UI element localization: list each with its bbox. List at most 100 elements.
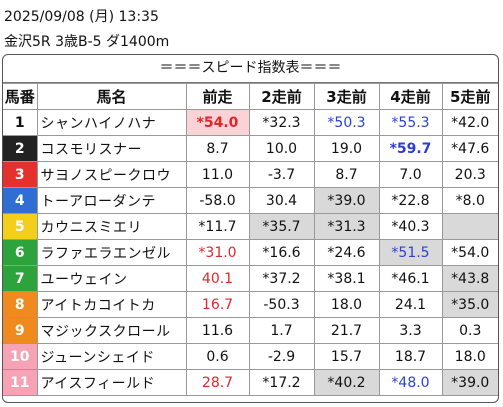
speed-index: *11.7 bbox=[185, 213, 250, 240]
speed-index: -3.7 bbox=[248, 161, 315, 188]
horse-number: 3 bbox=[3, 161, 38, 188]
table-row: 6 ラファエラエンゼル *31.0 *16.6 *24.6 *51.5 *54.0 bbox=[3, 239, 498, 266]
speed-index: *22.8 bbox=[378, 187, 443, 214]
column-header: 馬名 bbox=[36, 83, 187, 110]
horse-name: アイトカコイトカ bbox=[36, 291, 187, 318]
speed-index: *24.6 bbox=[313, 239, 380, 266]
table-row: 11 アイスフィールド 28.7 *17.2 *40.2 *48.0 *39.0 bbox=[3, 369, 498, 396]
speed-index: 30.4 bbox=[248, 187, 315, 214]
horse-number: 5 bbox=[3, 213, 38, 240]
table-row: 3 サヨノスピークロウ 11.0 -3.7 8.7 7.0 20.3 bbox=[3, 161, 498, 188]
table-row: 4 トーアローダンテ -58.0 30.4 *39.0 *22.8 *8.0 bbox=[3, 187, 498, 214]
speed-index: 8.7 bbox=[185, 135, 250, 162]
race-info: 金沢5R 3歳B-5 ダ1400m bbox=[4, 34, 170, 50]
speed-index: *16.6 bbox=[248, 239, 315, 266]
table-row: 9 マジックスクロール 11.6 1.7 21.7 3.3 0.3 bbox=[3, 317, 498, 344]
speed-table: 馬番 馬名 前走 2走前 3走前 4走前 5走前 1 シャンハイノハナ *54.0 *32.3 *5… bbox=[3, 83, 498, 396]
speed-index: 16.7 bbox=[185, 291, 250, 318]
table-title: ＝＝＝スピード指数表＝＝＝ bbox=[3, 55, 498, 83]
speed-index: 11.6 bbox=[185, 317, 250, 344]
speed-index: 11.0 bbox=[185, 161, 250, 188]
horse-number: 7 bbox=[3, 265, 38, 292]
speed-index: *31.0 bbox=[185, 239, 250, 266]
speed-index: *54.0 bbox=[441, 239, 498, 266]
horse-name: ユーウェイン bbox=[36, 265, 187, 292]
speed-index: 8.7 bbox=[313, 161, 380, 188]
horse-number: 8 bbox=[3, 291, 38, 318]
horse-name: トーアローダンテ bbox=[36, 187, 187, 214]
speed-index: 18.0 bbox=[441, 343, 498, 370]
horse-name: カウニスミエリ bbox=[36, 213, 187, 240]
speed-index bbox=[441, 213, 498, 240]
column-header: 5走前 bbox=[441, 83, 498, 110]
column-header: 馬番 bbox=[3, 83, 38, 110]
table-body: 1 シャンハイノハナ *54.0 *32.3 *50.3 *55.3 *42.0 2 コスモリス… bbox=[3, 109, 498, 396]
speed-index: 28.7 bbox=[185, 369, 250, 396]
horse-number: 11 bbox=[3, 369, 38, 396]
speed-index: *32.3 bbox=[248, 109, 315, 136]
speed-index: 7.0 bbox=[378, 161, 443, 188]
speed-index: *43.8 bbox=[441, 265, 498, 292]
header-row: 馬番 馬名 前走 2走前 3走前 4走前 5走前 bbox=[3, 83, 498, 110]
table-row: 10 ジューンシェイド 0.6 -2.9 15.7 18.7 18.0 bbox=[3, 343, 498, 370]
speed-index: 0.6 bbox=[185, 343, 250, 370]
column-header: 2走前 bbox=[248, 83, 315, 110]
speed-index: 10.0 bbox=[248, 135, 315, 162]
speed-index: -50.3 bbox=[248, 291, 315, 318]
speed-index: 15.7 bbox=[313, 343, 380, 370]
table-frame: ＝＝＝スピード指数表＝＝＝ 馬番 馬名 前走 2走前 3走前 4走前 5走前 1 シャンハイノ… bbox=[2, 54, 499, 403]
speed-index: *40.2 bbox=[313, 369, 380, 396]
speed-index: *51.5 bbox=[378, 239, 443, 266]
table-row: 5 カウニスミエリ *11.7 *35.7 *31.3 *40.3 bbox=[3, 213, 498, 240]
horse-number: 2 bbox=[3, 135, 38, 162]
column-header: 4走前 bbox=[378, 83, 443, 110]
speed-index: 18.7 bbox=[378, 343, 443, 370]
speed-index: *8.0 bbox=[441, 187, 498, 214]
table-row: 1 シャンハイノハナ *54.0 *32.3 *50.3 *55.3 *42.0 bbox=[3, 109, 498, 136]
speed-index: 19.0 bbox=[313, 135, 380, 162]
speed-index: *39.0 bbox=[313, 187, 380, 214]
speed-index: 1.7 bbox=[248, 317, 315, 344]
speed-index: *39.0 bbox=[441, 369, 498, 396]
speed-index: *38.1 bbox=[313, 265, 380, 292]
column-header: 3走前 bbox=[313, 83, 380, 110]
speed-index: *54.0 bbox=[185, 109, 250, 136]
speed-index: *47.6 bbox=[441, 135, 498, 162]
speed-index: *17.2 bbox=[248, 369, 315, 396]
speed-index: 3.3 bbox=[378, 317, 443, 344]
horse-name: シャンハイノハナ bbox=[36, 109, 187, 136]
horse-number: 10 bbox=[3, 343, 38, 370]
horse-number: 6 bbox=[3, 239, 38, 266]
horse-number: 4 bbox=[3, 187, 38, 214]
speed-index: *35.0 bbox=[441, 291, 498, 318]
speed-index: -2.9 bbox=[248, 343, 315, 370]
speed-index: *35.7 bbox=[248, 213, 315, 240]
speed-index: 18.0 bbox=[313, 291, 380, 318]
speed-index: *42.0 bbox=[441, 109, 498, 136]
speed-index: *40.3 bbox=[378, 213, 443, 240]
table-row: 2 コスモリスナー 8.7 10.0 19.0 *59.7 *47.6 bbox=[3, 135, 498, 162]
column-header: 前走 bbox=[185, 83, 250, 110]
table-row: 8 アイトカコイトカ 16.7 -50.3 18.0 24.1 *35.0 bbox=[3, 291, 498, 318]
speed-index: *55.3 bbox=[378, 109, 443, 136]
horse-name: アイスフィールド bbox=[36, 369, 187, 396]
speed-index: 40.1 bbox=[185, 265, 250, 292]
horse-name: ジューンシェイド bbox=[36, 343, 187, 370]
horse-number: 9 bbox=[3, 317, 38, 344]
speed-index: *50.3 bbox=[313, 109, 380, 136]
speed-index: 0.3 bbox=[441, 317, 498, 344]
speed-index: 20.3 bbox=[441, 161, 498, 188]
speed-index: *46.1 bbox=[378, 265, 443, 292]
horse-name: マジックスクロール bbox=[36, 317, 187, 344]
horse-name: コスモリスナー bbox=[36, 135, 187, 162]
speed-index: *37.2 bbox=[248, 265, 315, 292]
speed-index: *59.7 bbox=[378, 135, 443, 162]
speed-index: *31.3 bbox=[313, 213, 380, 240]
horse-name: ラファエラエンゼル bbox=[36, 239, 187, 266]
horse-name: サヨノスピークロウ bbox=[36, 161, 187, 188]
datetime: 2025/09/08 (月) 13:35 bbox=[4, 9, 159, 25]
speed-index: *48.0 bbox=[378, 369, 443, 396]
speed-index: 21.7 bbox=[313, 317, 380, 344]
speed-index: 24.1 bbox=[378, 291, 443, 318]
